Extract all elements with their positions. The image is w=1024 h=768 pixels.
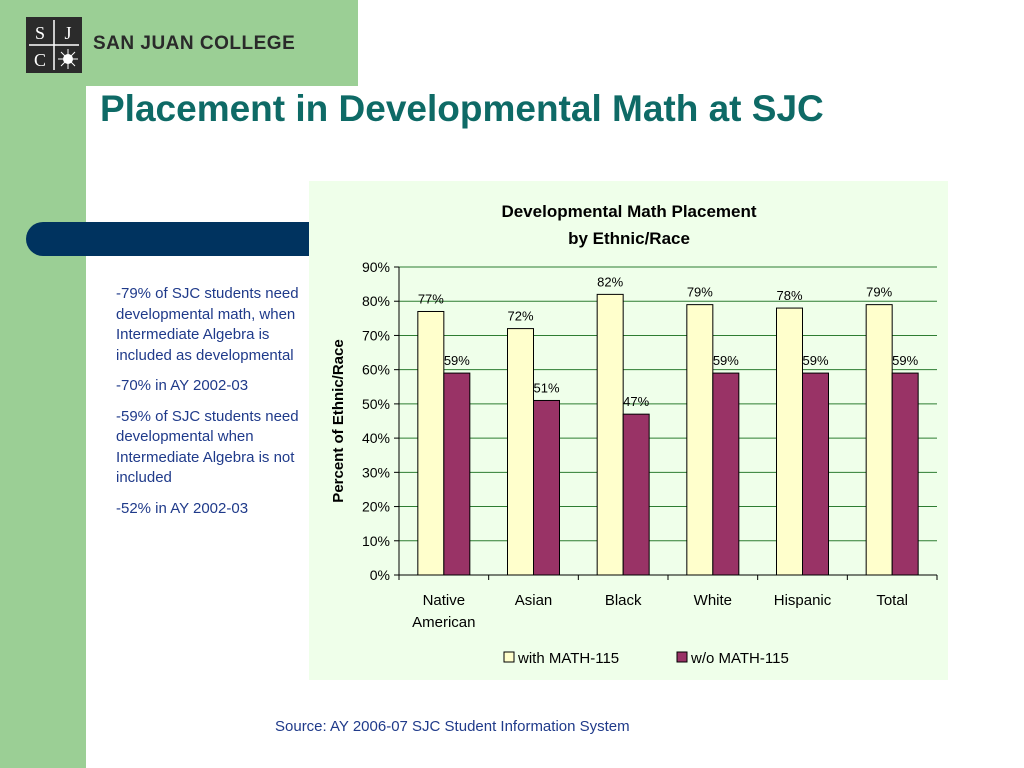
data-label: 79% [866, 285, 892, 300]
left-green-band [0, 0, 86, 768]
y-tick-label: 90% [362, 259, 390, 275]
data-label: 59% [892, 353, 918, 368]
source-note: Source: AY 2006-07 SJC Student Informati… [275, 718, 630, 735]
y-tick-label: 10% [362, 533, 390, 549]
chart-title-line: by Ethnic/Race [568, 229, 690, 248]
bar-without-math115 [802, 372, 829, 576]
sun-icon [58, 49, 78, 69]
logo-letter-j: J [64, 23, 71, 43]
bullet-item: -70% in AY 2002-03 [116, 377, 249, 394]
legend-swatch [503, 651, 515, 663]
bullet-item: -52% in AY 2002-03 [116, 499, 249, 517]
y-tick-label: 80% [362, 293, 390, 309]
y-tick-label: 20% [362, 499, 390, 515]
bar-with-math115 [776, 307, 803, 576]
y-tick-label: 40% [362, 430, 390, 446]
x-tick-label: American [412, 614, 475, 631]
logo-letter-c: C [34, 50, 46, 70]
legend-swatch [676, 651, 688, 663]
navy-accent-bar [26, 222, 316, 256]
legend-label: w/o MATH-115 [690, 650, 789, 667]
data-label: 59% [802, 353, 828, 368]
bar-with-math115 [596, 293, 624, 576]
bar-without-math115 [533, 399, 560, 576]
data-label: 82% [597, 274, 623, 289]
bullet-item: -59% of SJC students need developmental … [116, 407, 299, 487]
logo-letter-s: S [35, 23, 45, 43]
data-label: 77% [418, 291, 444, 306]
y-tick-label: 30% [362, 464, 390, 480]
legend-label: with MATH-115 [517, 650, 619, 667]
bar-without-math115 [622, 413, 650, 576]
bar-with-math115 [417, 310, 445, 576]
bar-without-math115 [891, 372, 919, 576]
bar-with-math115 [865, 304, 893, 576]
y-tick-label: 70% [362, 327, 390, 343]
bar-without-math115 [712, 372, 740, 576]
bar-with-math115 [686, 304, 714, 576]
data-label: 47% [623, 394, 649, 409]
x-tick-label: Hispanic [774, 592, 832, 609]
data-label: 51% [533, 380, 559, 395]
bar-without-math115 [443, 372, 471, 576]
data-label: 59% [713, 353, 739, 368]
y-axis-label: Percent of Ethnic/Race [330, 339, 347, 502]
data-label: 79% [687, 285, 713, 300]
y-tick-label: 50% [362, 396, 390, 412]
x-tick-label: Asian [515, 592, 553, 609]
college-logo: S J C [26, 17, 82, 73]
page-title: Placement in Developmental Math at SJC [100, 88, 824, 129]
y-tick-label: 0% [370, 567, 390, 583]
chart-panel: Developmental Math Placement by Ethnic/Ra… [309, 181, 948, 680]
data-label: 59% [444, 353, 470, 368]
data-label: 72% [507, 309, 533, 324]
chart-title-line: Developmental Math Placement [501, 202, 756, 221]
bullet-item: -79% of SJC students need developmental … [116, 285, 299, 364]
x-tick-label: Total [876, 592, 908, 609]
corner-curve [86, 86, 206, 206]
bar-with-math115 [507, 328, 534, 576]
x-tick-label: Black [605, 592, 642, 609]
y-tick-label: 60% [362, 362, 390, 378]
bullet-list: -79% of SJC students need developmental … [116, 284, 306, 529]
data-label: 78% [776, 288, 802, 303]
x-tick-label: White [694, 592, 732, 609]
bar-chart: Developmental Math Placement by Ethnic/Ra… [330, 202, 938, 667]
x-tick-label: Native [423, 592, 466, 609]
college-name: SAN JUAN COLLEGE [93, 33, 296, 54]
